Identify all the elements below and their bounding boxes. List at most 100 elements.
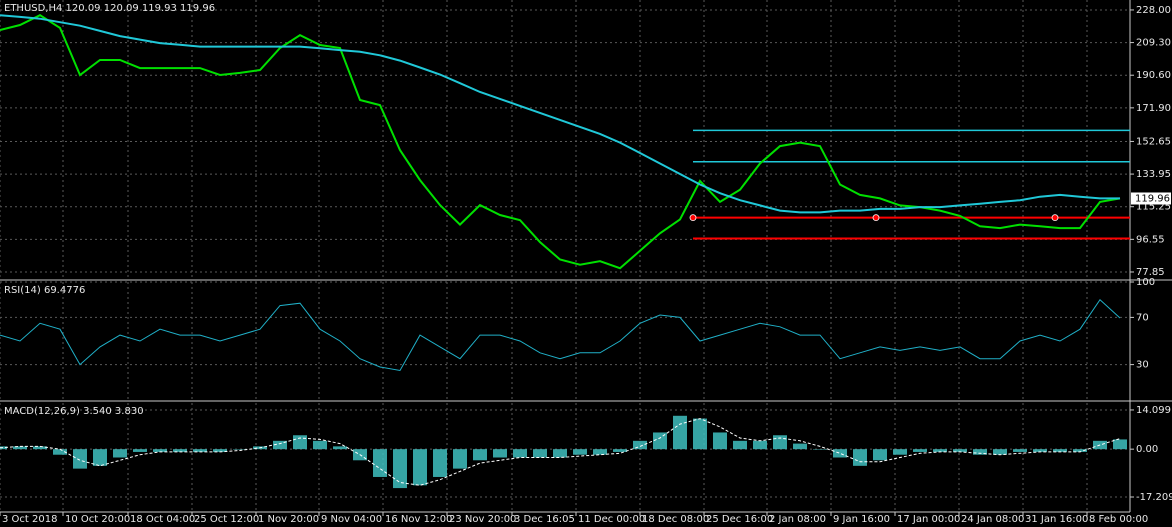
x-tick-label: 25 Oct 12:00	[194, 514, 259, 525]
histogram-bar	[313, 440, 327, 450]
histogram-bar	[1073, 449, 1087, 452]
histogram-bar	[273, 440, 287, 450]
level-handle	[872, 214, 880, 222]
panel-title: MACD(12,26,9) 3.540 3.830	[4, 406, 144, 417]
y-tick-label: 209.30	[1136, 38, 1171, 49]
x-tick-label: 31 Jan 16:00	[1025, 514, 1088, 525]
histogram-bar	[913, 449, 927, 452]
histogram-bar	[1113, 439, 1127, 450]
y-tick-label: 77.85	[1136, 267, 1165, 278]
histogram-bar	[0, 446, 7, 450]
level-handle	[1051, 214, 1059, 222]
x-tick-label: 9 Nov 04:00	[321, 514, 382, 525]
y-tick-label: -17.209	[1136, 492, 1172, 503]
histogram-bar	[393, 449, 407, 489]
histogram-bar	[673, 415, 687, 450]
histogram-bar	[493, 449, 507, 458]
histogram-bar	[593, 449, 607, 455]
histogram-bar	[1053, 449, 1067, 452]
histogram-bar	[733, 440, 747, 450]
x-tick-label: 18 Dec 08:00	[642, 514, 709, 525]
x-tick-label: 3 Dec 16:05	[514, 514, 575, 525]
histogram-bar	[33, 446, 47, 450]
series-line	[0, 14, 1121, 270]
histogram-bar	[73, 449, 87, 469]
series-line	[0, 298, 1121, 372]
x-tick-label: 2 Jan 08:00	[769, 514, 826, 525]
histogram-bar	[473, 449, 487, 461]
y-tick-label: 70	[1136, 312, 1149, 323]
histogram-bar	[873, 449, 887, 461]
last-price-label: 119.96	[1135, 193, 1170, 204]
panel-title: ETHUSD,H4 120.09 120.09 119.93 119.96	[4, 3, 215, 14]
panel-title: RSI(14) 69.4776	[4, 285, 85, 296]
x-tick-label: 3 Oct 2018	[2, 514, 57, 525]
histogram-bar	[113, 449, 127, 458]
histogram-bar	[633, 440, 647, 450]
x-tick-label: 17 Jan 00:00	[897, 514, 960, 525]
histogram-bar	[953, 449, 967, 452]
histogram-bar	[613, 449, 627, 452]
histogram-bar	[373, 449, 387, 477]
histogram-bar	[333, 446, 347, 450]
x-tick-label: 18 Oct 04:00	[130, 514, 195, 525]
y-tick-label: 30	[1136, 360, 1149, 371]
histogram-bar	[453, 449, 467, 469]
histogram-bar	[553, 449, 567, 458]
x-tick-label: 11 Dec 00:00	[578, 514, 645, 525]
histogram-bar	[213, 449, 227, 452]
histogram-bar	[653, 432, 667, 450]
histogram-bar	[293, 435, 307, 450]
y-tick-label: 171.90	[1136, 103, 1171, 114]
x-tick-label: 24 Jan 08:00	[961, 514, 1024, 525]
histogram-bar	[433, 449, 447, 477]
y-tick-label: 14.099	[1136, 405, 1171, 416]
x-tick-label: 9 Jan 16:00	[833, 514, 890, 525]
x-tick-label: 25 Dec 16:00	[706, 514, 773, 525]
histogram-bar	[973, 449, 987, 455]
histogram-bar	[13, 446, 27, 450]
histogram-bar	[413, 449, 427, 486]
histogram-bar	[713, 432, 727, 450]
histogram-bar	[1033, 449, 1047, 452]
histogram-bar	[833, 449, 847, 458]
histogram-bar	[693, 418, 707, 450]
histogram-bar	[53, 449, 67, 455]
histogram-bar	[133, 449, 147, 452]
histogram-bar	[1013, 449, 1027, 452]
y-tick-label: 190.60	[1136, 70, 1171, 81]
y-tick-label: 96.55	[1136, 234, 1165, 245]
level-handle	[689, 214, 697, 222]
series-line	[0, 418, 1121, 486]
histogram-bar	[893, 449, 907, 455]
histogram-bar	[153, 449, 167, 452]
histogram-bar	[793, 443, 807, 450]
y-tick-label: 0.00	[1136, 444, 1158, 455]
y-tick-label: 100	[1136, 277, 1155, 288]
histogram-bar	[513, 449, 527, 458]
histogram-bar	[93, 449, 107, 466]
histogram-bar	[773, 435, 787, 450]
histogram-bar	[813, 449, 827, 450]
y-tick-label: 228.00	[1136, 5, 1171, 16]
y-tick-label: 152.65	[1136, 136, 1171, 147]
histogram-bar	[533, 449, 547, 458]
x-tick-label: 16 Nov 12:00	[385, 514, 452, 525]
series-line	[0, 14, 1120, 214]
y-tick-label: 115.25	[1136, 202, 1171, 213]
x-tick-label: 1 Nov 20:00	[258, 514, 319, 525]
last-price-box	[1131, 192, 1171, 205]
histogram-bar	[193, 449, 207, 452]
x-tick-label: 8 Feb 00:00	[1089, 514, 1148, 525]
histogram-bar	[993, 449, 1007, 455]
x-tick-label: 10 Oct 20:00	[65, 514, 130, 525]
histogram-bar	[233, 449, 247, 450]
histogram-bar	[933, 449, 947, 452]
x-tick-label: 23 Nov 20:00	[449, 514, 516, 525]
histogram-bar	[573, 449, 587, 455]
histogram-bar	[853, 449, 867, 466]
histogram-bar	[173, 449, 187, 452]
histogram-bar	[753, 440, 767, 450]
